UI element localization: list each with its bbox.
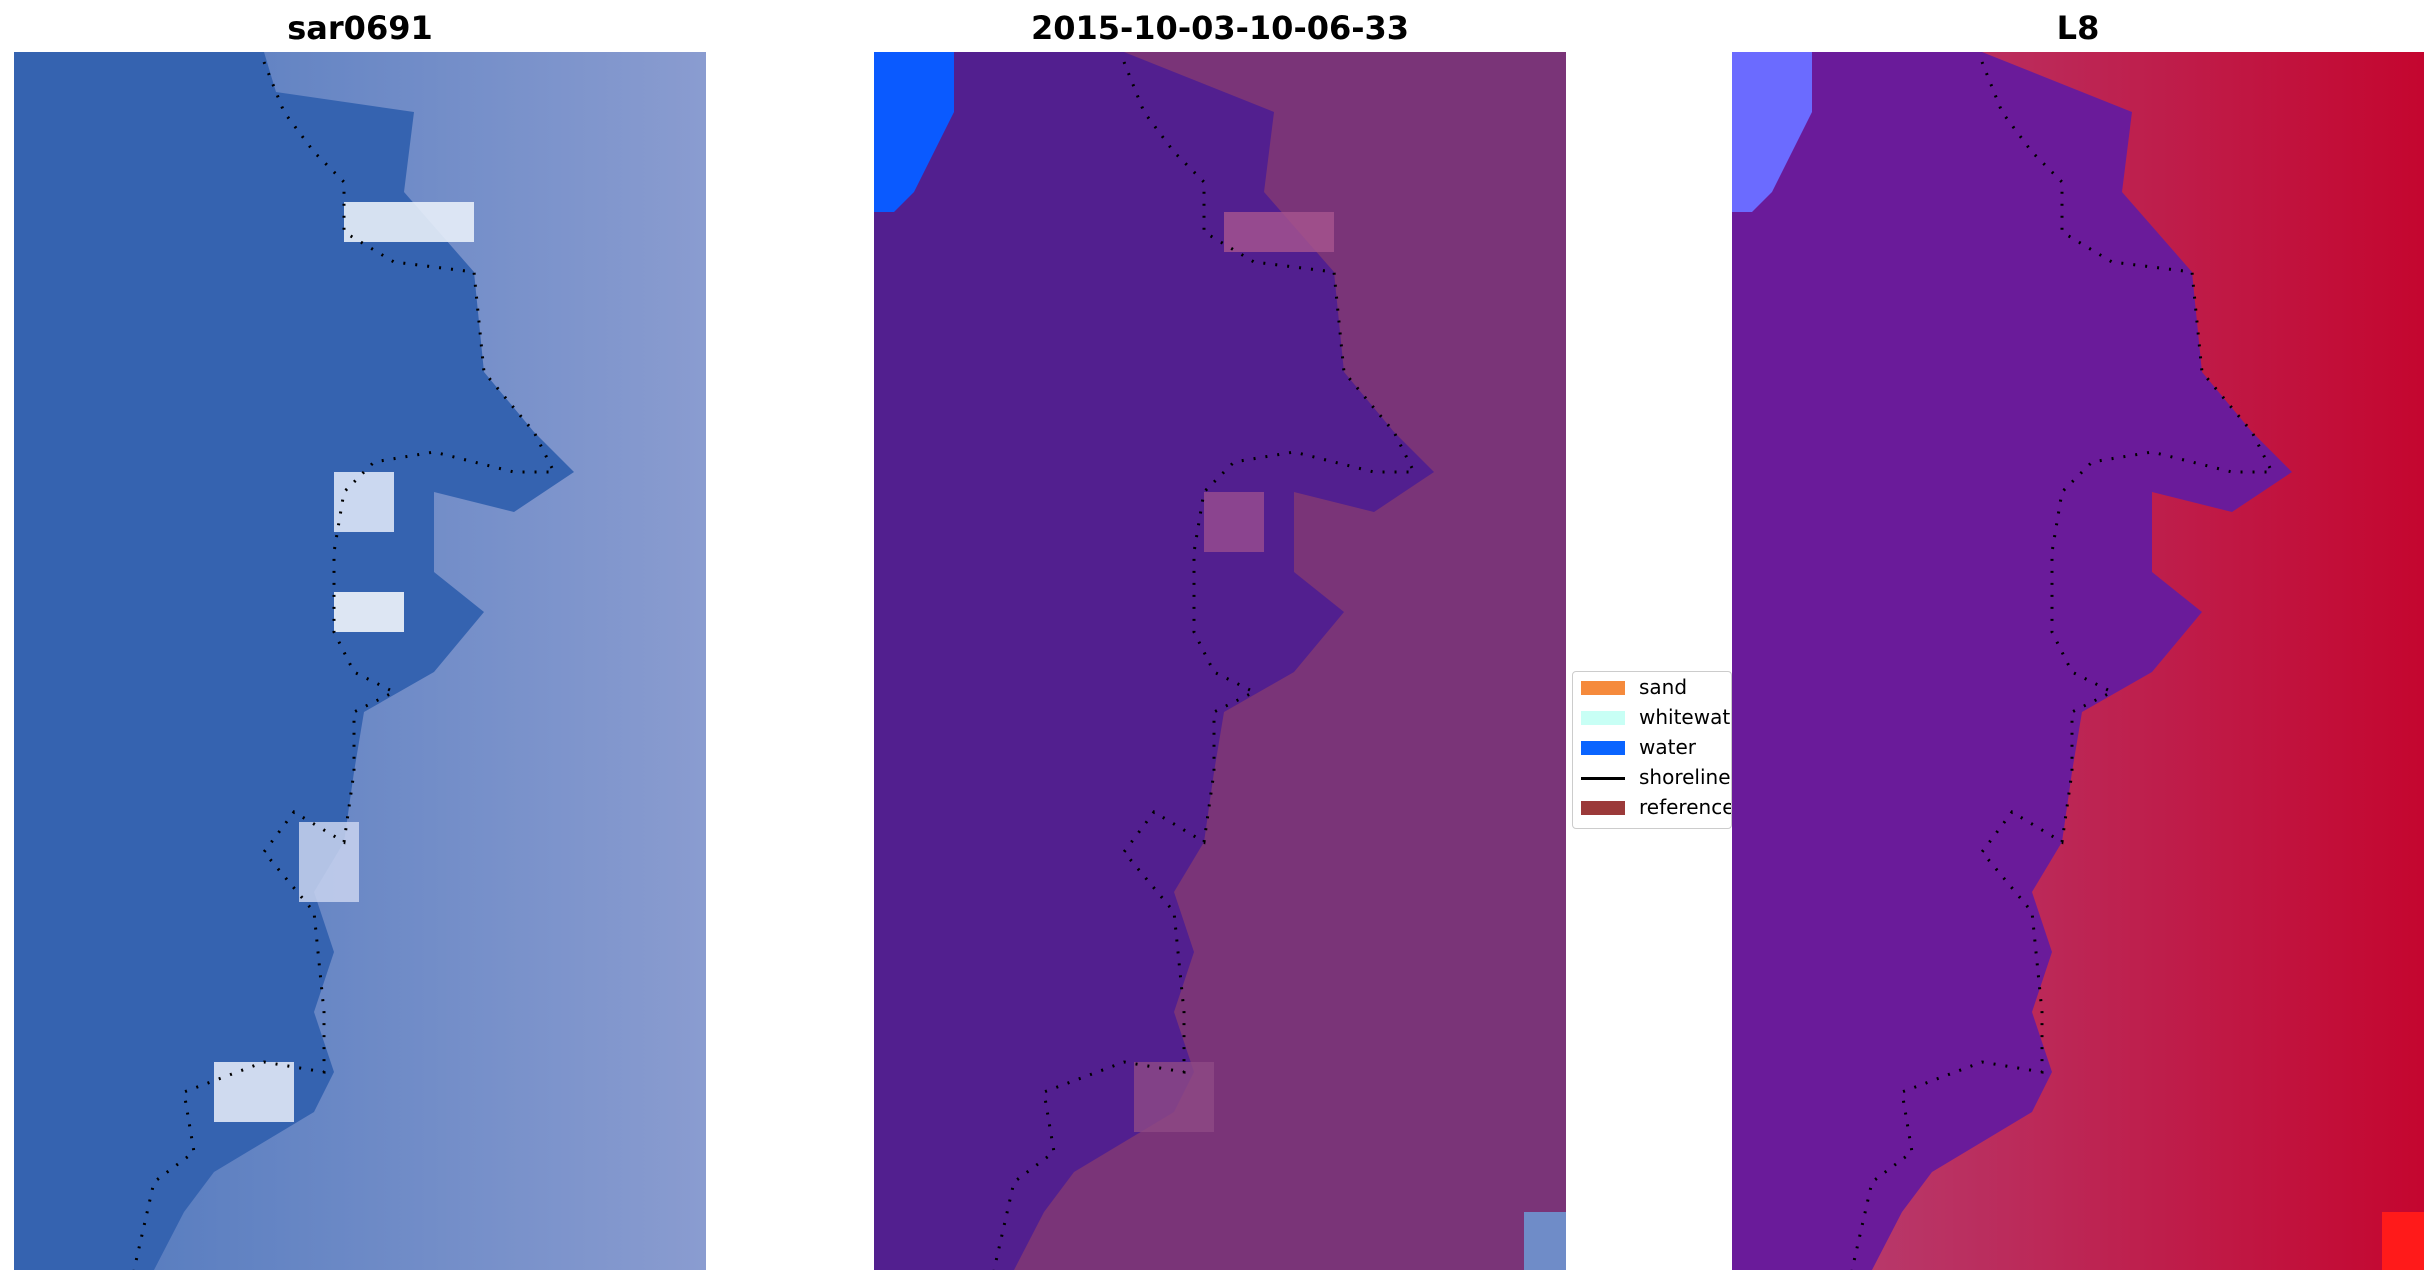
legend-item-water: water [1573, 734, 1731, 760]
legend-label-reference: reference [1639, 795, 1732, 819]
legend-swatch-whitewater [1581, 711, 1625, 725]
legend-label-water: water [1639, 735, 1696, 759]
legend-label-whitewater: whitewater [1639, 705, 1731, 729]
classified-image-panel [874, 52, 1566, 1270]
legend-swatch-sand [1581, 681, 1625, 695]
legend: sand whitewater water shoreline referenc… [1572, 671, 1732, 829]
rgb-image-panel [14, 52, 706, 1270]
index-image-panel [1732, 52, 2424, 1270]
panel-title-left: sar0691 [287, 9, 433, 47]
legend-swatch-water [1581, 741, 1625, 755]
legend-item-shoreline: shoreline [1573, 764, 1731, 790]
panel-title-right: L8 [2056, 9, 2100, 47]
legend-item-whitewater: whitewater [1573, 704, 1731, 730]
legend-line-shoreline [1581, 777, 1625, 780]
legend-label-shoreline: shoreline [1639, 765, 1731, 789]
legend-swatch-reference [1581, 801, 1625, 815]
index-image [1732, 52, 2424, 1270]
legend-item-sand: sand [1573, 674, 1731, 700]
legend-item-reference: reference [1573, 794, 1731, 820]
rgb-image [14, 52, 706, 1270]
panel-title-middle: 2015-10-03-10-06-33 [1030, 9, 1410, 47]
legend-label-sand: sand [1639, 675, 1688, 699]
classified-image [874, 52, 1566, 1270]
